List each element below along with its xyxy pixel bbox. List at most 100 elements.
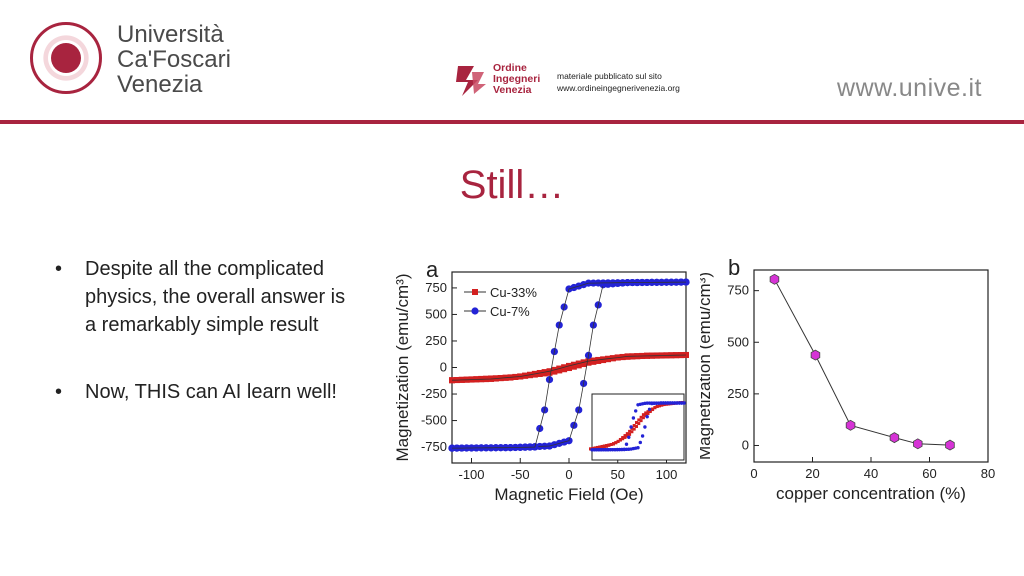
data-point	[607, 443, 611, 447]
y-tick-label: -250	[421, 386, 447, 401]
data-point	[623, 435, 627, 439]
university-seal-logo	[30, 22, 102, 94]
data-point	[637, 418, 641, 422]
y-tick-label: -750	[421, 439, 447, 454]
x-tick-label: -50	[511, 467, 530, 482]
data-point	[621, 436, 625, 440]
data-point	[644, 411, 648, 415]
data-point	[647, 407, 652, 411]
ordine-ingegneri-name: Ordine Ingegneri Venezia	[493, 63, 540, 96]
x-tick-label: 80	[981, 466, 995, 481]
ordine-line: Venezia	[493, 84, 532, 96]
data-point	[618, 437, 622, 441]
publication-note-url: www.ordineingegnerivenezia.org	[557, 83, 680, 93]
legend-label: Cu-33%	[490, 285, 537, 300]
data-point	[635, 424, 638, 428]
data-point	[589, 447, 592, 451]
data-point	[628, 429, 632, 433]
data-point	[637, 422, 641, 426]
data-point	[845, 419, 856, 431]
data-point	[889, 432, 900, 444]
website-url: www.unive.it	[837, 74, 982, 102]
data-point	[636, 446, 640, 450]
legend-label: Cu-7%	[490, 304, 530, 319]
bullet-dot-icon: •	[55, 258, 63, 280]
bullet-item: • Despite all the complicated physics, t…	[55, 255, 355, 339]
university-name-line: Ca'Foscari	[117, 46, 231, 73]
university-name-line: Venezia	[117, 71, 203, 98]
x-tick-label: 50	[611, 467, 625, 482]
bullet-dot-icon: •	[55, 381, 63, 403]
data-point	[655, 404, 659, 408]
data-point	[769, 273, 780, 285]
x-axis-label: Magnetic Field (Oe)	[494, 485, 643, 504]
slide-title: Still…	[459, 163, 565, 207]
series-cu-7	[448, 278, 690, 452]
y-axis-label: Magnetization (emu/cm³)	[700, 272, 714, 460]
y-tick-label: 250	[425, 333, 447, 348]
data-point	[683, 351, 689, 358]
data-point	[634, 409, 638, 413]
inset-plot	[589, 393, 686, 461]
university-name: Università Ca'Foscari Venezia	[117, 22, 231, 97]
y-tick-label: 750	[727, 283, 749, 298]
data-point	[662, 403, 666, 407]
data-point	[643, 425, 647, 429]
data-point	[622, 447, 626, 452]
y-tick-label: 250	[727, 386, 749, 401]
bullet-list: • Despite all the complicated physics, t…	[55, 255, 355, 406]
series-magnetization	[769, 273, 955, 451]
panel-label: a	[426, 257, 439, 282]
slide-header: Università Ca'Foscari Venezia Ordine Ing…	[0, 0, 1024, 124]
data-point	[449, 377, 455, 384]
data-point	[593, 446, 597, 450]
data-point	[627, 435, 631, 439]
y-tick-label: 750	[425, 280, 447, 295]
data-point	[810, 349, 821, 361]
data-point	[646, 410, 650, 414]
data-point	[641, 416, 645, 420]
data-point	[600, 445, 604, 449]
data-point	[614, 441, 618, 445]
data-point	[632, 424, 636, 427]
ordine-line: Ingegneri	[493, 73, 541, 85]
plot-frame	[753, 269, 989, 463]
data-point	[612, 442, 615, 446]
ordine-ingegneri-logo-icon	[456, 66, 486, 96]
data-point	[651, 407, 655, 411]
y-axis-label: Magnetization (emu/cm³)	[393, 273, 412, 461]
data-point	[639, 415, 643, 419]
series-line	[774, 279, 951, 446]
data-point	[595, 446, 599, 450]
data-point	[616, 439, 620, 443]
data-point	[913, 438, 923, 450]
data-point	[629, 425, 633, 429]
data-point	[660, 403, 664, 407]
series-line	[452, 281, 686, 449]
data-point	[682, 401, 686, 405]
x-tick-label: 100	[656, 467, 678, 482]
university-name-line: Università	[117, 21, 224, 48]
publication-note: materiale pubblicato sul sito www.ordine…	[557, 70, 680, 94]
y-tick-label: 500	[727, 334, 749, 349]
data-point	[472, 289, 478, 295]
x-tick-label: 0	[750, 466, 757, 481]
x-tick-label: 20	[805, 466, 819, 481]
data-point	[598, 445, 602, 449]
data-point	[625, 434, 629, 438]
data-point	[623, 434, 627, 438]
x-tick-label: 40	[864, 466, 878, 481]
x-axis-label: copper concentration (%)	[776, 484, 966, 503]
header-divider	[0, 120, 1024, 124]
data-point	[644, 413, 648, 417]
x-tick-label: 0	[565, 467, 572, 482]
panel-label: b	[728, 255, 740, 280]
data-point	[630, 430, 634, 434]
data-point	[471, 307, 479, 315]
bullet-text: Now, THIS can AI learn well!	[85, 381, 337, 403]
x-tick-label: -100	[458, 467, 484, 482]
y-tick-label: 0	[440, 360, 447, 375]
data-point	[639, 419, 643, 423]
x-tick-label: 60	[922, 466, 936, 481]
data-point	[628, 432, 632, 436]
